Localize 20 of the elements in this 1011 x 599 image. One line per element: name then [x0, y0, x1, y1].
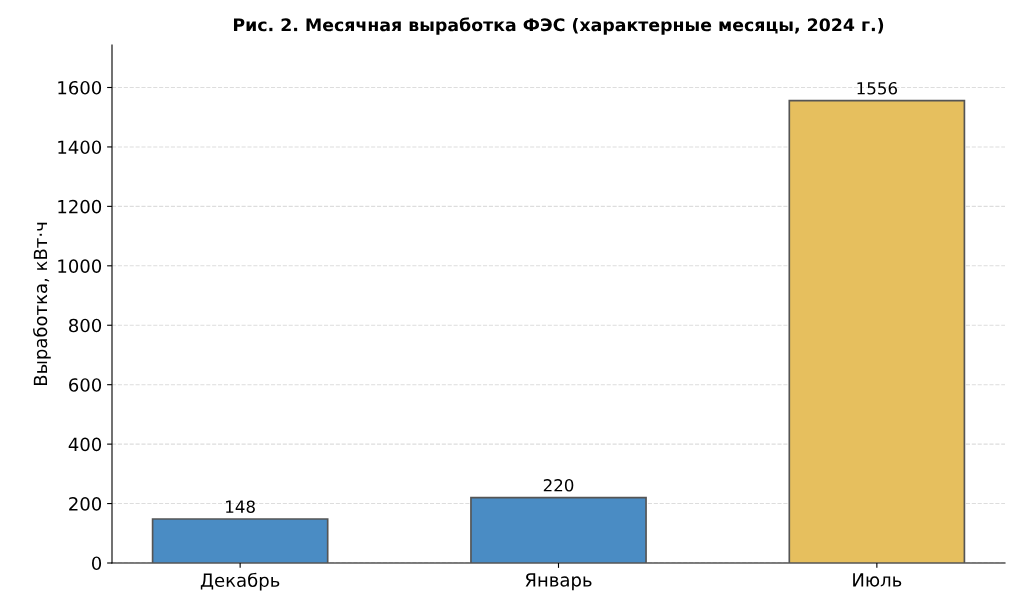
y-tick-label: 1600 [58, 80, 102, 95]
data-label: 220 [543, 479, 574, 492]
bar [470, 496, 647, 563]
x-tick-label: Июль [853, 573, 902, 587]
y-tick-label: 800 [69, 318, 102, 333]
y-tick-label: 1200 [58, 199, 102, 214]
x-tick-label: Декабрь [200, 572, 280, 591]
y-tick-label: 600 [69, 378, 102, 392]
x-tick-label: Январь [525, 573, 592, 591]
data-label: 1556 [857, 81, 898, 95]
y-tick-label: 400 [68, 437, 102, 452]
y-tick-label: 1400 [58, 140, 102, 155]
y-tick-label: 0 [91, 556, 102, 571]
bar [788, 99, 966, 563]
chart-title: Рис. 2. Месячная выработка ФЭС (характерные месяцы, 2024 г.) [233, 17, 884, 35]
bar [151, 518, 329, 563]
y-axis-title: Выработка, кВт·ч [32, 222, 51, 385]
y-tick-label: 200 [69, 497, 102, 511]
data-label: 148 [226, 500, 255, 514]
y-tick-label: 1000 [58, 259, 102, 273]
